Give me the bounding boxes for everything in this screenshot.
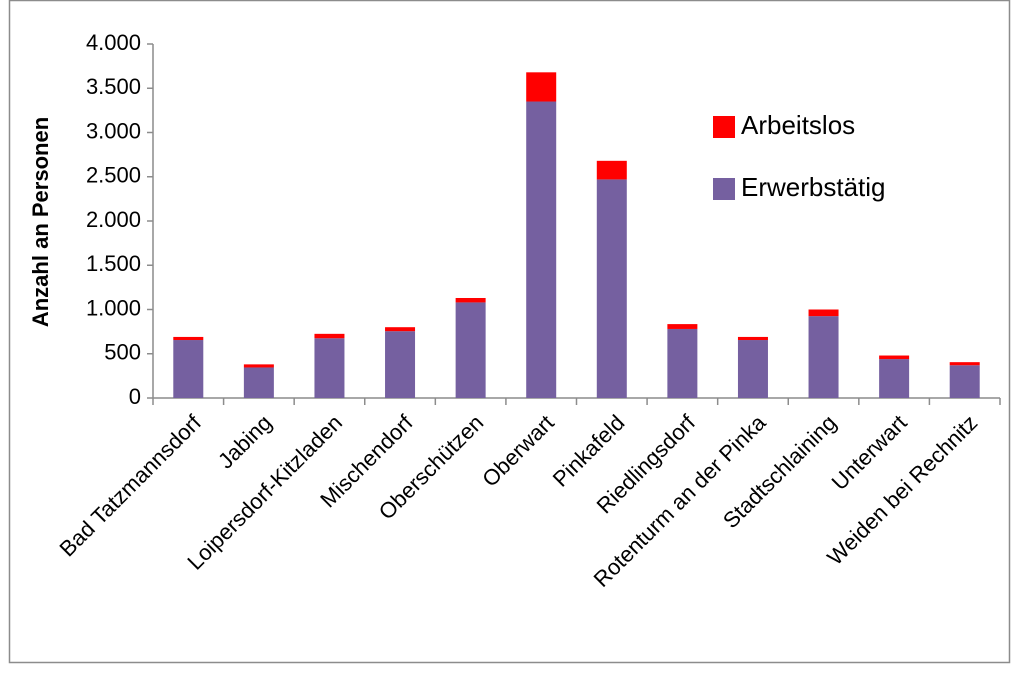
bar-arbeitslos xyxy=(455,297,486,303)
y-tick-label: 4.000 xyxy=(86,30,141,55)
x-axis xyxy=(152,397,1001,405)
bar-erwerbst-tig xyxy=(243,367,274,398)
bar-arbeitslos xyxy=(737,336,768,341)
legend-label-erwerbstaetig: Erwerbstätig xyxy=(741,172,886,202)
bar-arbeitslos xyxy=(526,72,557,102)
bar-erwerbst-tig xyxy=(314,338,345,398)
bar-arbeitslos xyxy=(949,362,980,366)
bar-erwerbst-tig xyxy=(526,101,557,399)
bar-arbeitslos xyxy=(596,160,627,180)
bar-erwerbst-tig xyxy=(596,179,627,398)
y-tick-label: 1.000 xyxy=(86,295,141,320)
y-axis: 0 500 1.000 1.500 2.000 2.500 3.000 3.500 4.000 xyxy=(86,30,154,409)
bar-erwerbst-tig xyxy=(737,340,768,398)
y-tick-label: 3.500 xyxy=(86,74,141,99)
y-tick-label: 2.500 xyxy=(86,163,141,188)
bar-arbeitslos xyxy=(314,333,345,339)
legend-swatch-arbeitslos xyxy=(713,116,735,138)
bar-erwerbst-tig xyxy=(173,340,204,398)
bar-erwerbst-tig xyxy=(455,302,486,398)
bars xyxy=(173,72,980,399)
bar-erwerbst-tig xyxy=(808,316,839,398)
y-tick-label: 3.000 xyxy=(86,118,141,143)
bar-arbeitslos xyxy=(385,327,416,332)
bar-arbeitslos xyxy=(173,336,204,341)
bar-arbeitslos xyxy=(808,309,839,317)
y-tick-label: 2.000 xyxy=(86,207,141,232)
y-axis-title: Anzahl an Personen xyxy=(28,117,53,327)
y-tick-label: 500 xyxy=(104,340,141,365)
bar-arbeitslos xyxy=(667,324,698,329)
bar-erwerbst-tig xyxy=(667,328,698,398)
legend-label-arbeitslos: Arbeitslos xyxy=(741,110,855,140)
bar-erwerbst-tig xyxy=(949,365,980,398)
legend: Arbeitslos Erwerbstätig xyxy=(683,94,958,219)
bar-arbeitslos xyxy=(243,364,274,368)
y-tick-label: 1.500 xyxy=(86,251,141,276)
bar-arbeitslos xyxy=(879,355,910,360)
bar-erwerbst-tig xyxy=(879,359,910,398)
y-tick-label: 0 xyxy=(129,384,141,409)
bar-erwerbst-tig xyxy=(385,331,416,398)
legend-swatch-erwerbstaetig xyxy=(713,178,735,200)
